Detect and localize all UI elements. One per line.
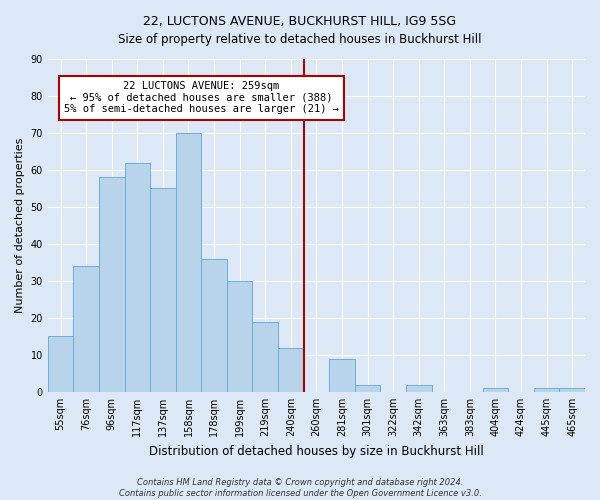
Bar [253, 322, 278, 392]
Bar [534, 388, 559, 392]
Bar [559, 388, 585, 392]
Bar [329, 358, 355, 392]
Bar [99, 178, 125, 392]
Bar [48, 336, 73, 392]
Bar [201, 259, 227, 392]
Bar [482, 388, 508, 392]
Bar [176, 133, 201, 392]
Bar [227, 281, 253, 392]
Bar [406, 384, 431, 392]
Bar [150, 188, 176, 392]
Y-axis label: Number of detached properties: Number of detached properties [15, 138, 25, 313]
Text: 22 LUCTONS AVENUE: 259sqm
← 95% of detached houses are smaller (388)
5% of semi-: 22 LUCTONS AVENUE: 259sqm ← 95% of detac… [64, 81, 339, 114]
Text: Size of property relative to detached houses in Buckhurst Hill: Size of property relative to detached ho… [118, 32, 482, 46]
Bar [73, 266, 99, 392]
Text: 22, LUCTONS AVENUE, BUCKHURST HILL, IG9 5SG: 22, LUCTONS AVENUE, BUCKHURST HILL, IG9 … [143, 15, 457, 28]
Bar [125, 162, 150, 392]
Bar [278, 348, 304, 392]
X-axis label: Distribution of detached houses by size in Buckhurst Hill: Distribution of detached houses by size … [149, 444, 484, 458]
Text: Contains HM Land Registry data © Crown copyright and database right 2024.
Contai: Contains HM Land Registry data © Crown c… [119, 478, 481, 498]
Bar [355, 384, 380, 392]
